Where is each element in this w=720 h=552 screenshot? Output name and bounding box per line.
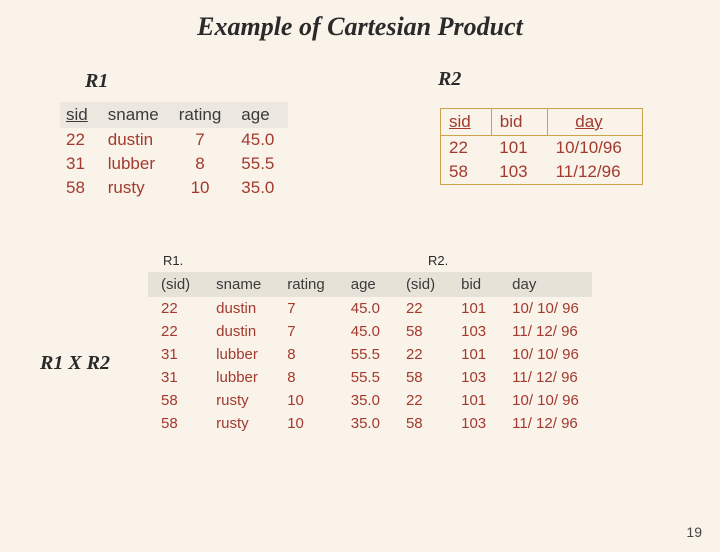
col-header: age bbox=[338, 272, 393, 297]
table-row: 31 lubber 8 55.5 bbox=[60, 152, 288, 176]
table-row: 22dustin745.02210110/ 10/ 96 bbox=[148, 297, 592, 320]
slide-title: Example of Cartesian Product bbox=[0, 12, 720, 42]
col-header: age bbox=[235, 102, 288, 128]
table-row: 58 103 11/12/96 bbox=[441, 160, 643, 185]
col-header: day bbox=[499, 272, 592, 297]
table-row: 22 101 10/10/96 bbox=[441, 136, 643, 161]
label-r1: R1 bbox=[85, 70, 108, 93]
col-header: bid bbox=[448, 272, 499, 297]
col-header: day bbox=[548, 109, 643, 136]
table-r1: sid sname rating age 22 dustin 7 45.0 31… bbox=[60, 102, 288, 200]
col-header: (sid) bbox=[148, 272, 203, 297]
col-header: bid bbox=[491, 109, 547, 136]
table-r2: sid bid day 22 101 10/10/96 58 103 11/12… bbox=[440, 108, 643, 185]
col-header: sname bbox=[203, 272, 274, 297]
col-header: (sid) bbox=[393, 272, 448, 297]
table-row: 31lubber855.55810311/ 12/ 96 bbox=[148, 366, 592, 389]
table-row: 58 rusty 10 35.0 bbox=[60, 176, 288, 200]
col-header: rating bbox=[173, 102, 236, 128]
table-row: 31lubber855.52210110/ 10/ 96 bbox=[148, 343, 592, 366]
col-header: sname bbox=[102, 102, 173, 128]
sublabel-r2: R2. bbox=[428, 253, 448, 268]
sublabel-r1: R1. bbox=[163, 253, 183, 268]
table-row: 58rusty1035.05810311/ 12/ 96 bbox=[148, 412, 592, 435]
table-product: (sid) sname rating age (sid) bid day 22d… bbox=[148, 272, 592, 435]
col-header: sid bbox=[441, 109, 492, 136]
col-header: sid bbox=[60, 102, 102, 128]
table-row: 58rusty1035.02210110/ 10/ 96 bbox=[148, 389, 592, 412]
label-r2: R2 bbox=[438, 68, 461, 91]
col-header: rating bbox=[274, 272, 338, 297]
table-row: 22 dustin 7 45.0 bbox=[60, 128, 288, 152]
page-number: 19 bbox=[686, 524, 702, 540]
label-r1xr2: R1 X R2 bbox=[40, 352, 110, 375]
table-row: 22dustin745.05810311/ 12/ 96 bbox=[148, 320, 592, 343]
